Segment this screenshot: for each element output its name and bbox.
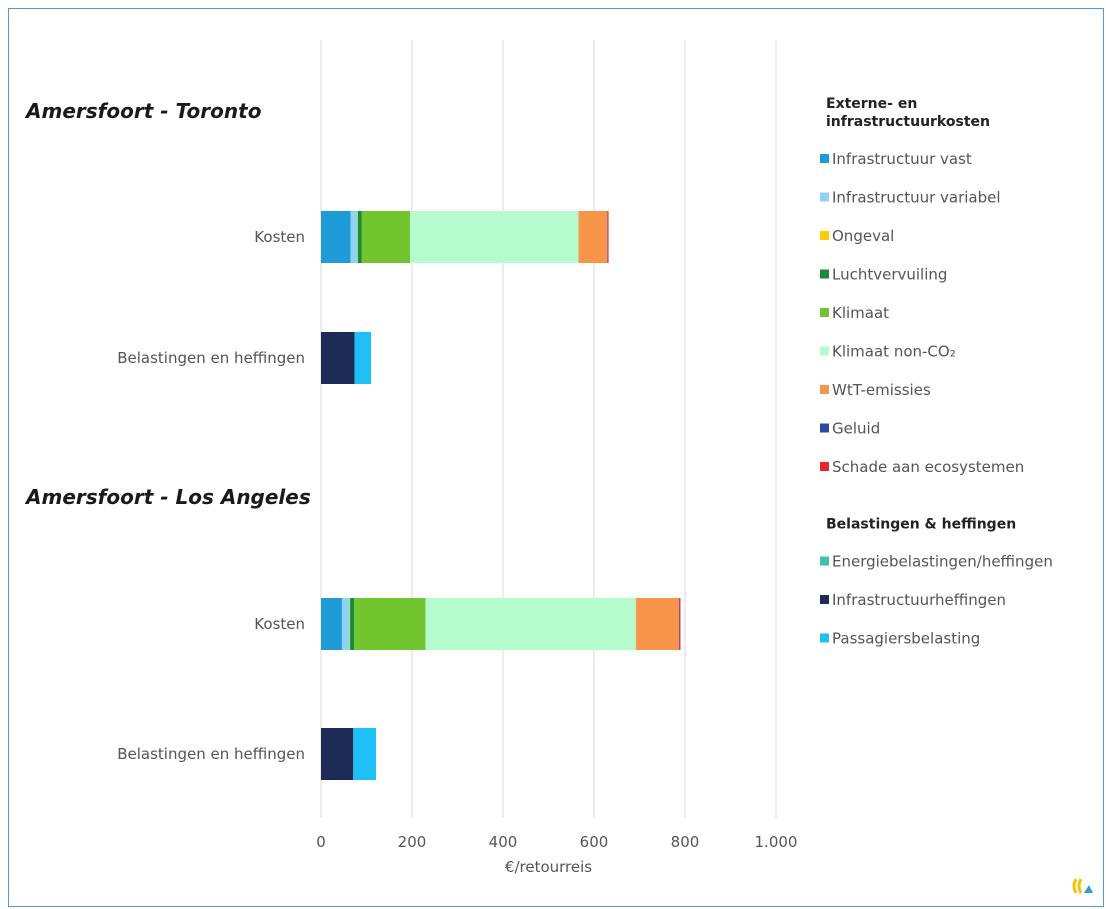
bar-segment-wtt-emissies bbox=[578, 211, 608, 263]
legend-swatch-geluid bbox=[820, 423, 829, 433]
legend-header: Externe- en bbox=[826, 96, 917, 112]
legend-swatch-klimaat bbox=[820, 308, 829, 317]
group-title-amersfoort-toronto: Amersfoort - Toronto bbox=[24, 99, 262, 123]
legend-label-infrastructuur-variabel: Infrastructuur variabel bbox=[832, 189, 1001, 207]
bar-segment-infrastructuur-vast bbox=[321, 211, 351, 263]
x-tick-label: 1.000 bbox=[755, 833, 798, 851]
legend-swatch-wtt-emissies bbox=[820, 385, 829, 394]
chart-frame bbox=[8, 8, 1104, 907]
bar-segment-klimaat bbox=[361, 211, 411, 263]
legend-swatch-infrastructuur-vast bbox=[820, 154, 829, 163]
group-title-amersfoort-los-angeles: Amersfoort - Los Angeles bbox=[24, 485, 311, 509]
legend-label-energiebelastingen-heffingen: Energiebelastingen/heffingen bbox=[832, 553, 1053, 571]
x-tick-label: 200 bbox=[398, 833, 427, 851]
legend-label-luchtvervuiling: Luchtvervuiling bbox=[832, 266, 947, 284]
legend-swatch-luchtvervuiling bbox=[820, 269, 829, 279]
bar-segment-luchtvervuiling bbox=[357, 211, 362, 263]
x-tick-label: 800 bbox=[671, 833, 700, 851]
legend-swatch-infrastructuurheffingen bbox=[820, 595, 829, 604]
x-tick-label: 0 bbox=[316, 833, 326, 851]
bar-segment-klimaat-non-co bbox=[425, 598, 636, 650]
x-tick-label: 400 bbox=[489, 833, 518, 851]
bar-segment-infrastructuur-vast bbox=[321, 598, 342, 650]
bar-segment-luchtvervuiling bbox=[350, 598, 355, 650]
category-label: Kosten bbox=[254, 615, 305, 633]
legend-label-klimaat: Klimaat bbox=[832, 304, 889, 322]
legend-swatch-passagiersbelasting bbox=[820, 633, 829, 643]
legend-swatch-klimaat-non-co bbox=[820, 346, 829, 356]
legend-label-wtt-emissies: WtT-emissies bbox=[832, 381, 931, 399]
ce-delft-logo-icon bbox=[1072, 878, 1093, 894]
bar-segment-wtt-emissies bbox=[635, 598, 680, 650]
bar-segment-klimaat-non-co bbox=[410, 211, 579, 263]
legend-swatch-energiebelastingen-heffingen bbox=[820, 556, 829, 566]
legend-label-infrastructuurheffingen: Infrastructuurheffingen bbox=[832, 591, 1006, 609]
legend-swatch-ongeval bbox=[820, 231, 829, 240]
bar-segment-klimaat bbox=[354, 598, 426, 650]
bar-segment-passagiersbelasting bbox=[354, 332, 372, 384]
x-axis-title: €/retourreis bbox=[505, 858, 592, 876]
legend-header: Belastingen & heffingen bbox=[826, 517, 1016, 533]
bar-segment-infrastructuurheffingen bbox=[321, 728, 354, 780]
legend-label-ongeval: Ongeval bbox=[832, 227, 894, 245]
legend-label-passagiersbelasting: Passagiersbelasting bbox=[832, 630, 980, 648]
bar-segment-schade-aan-ecosystemen bbox=[607, 211, 609, 263]
category-label: Kosten bbox=[254, 228, 305, 246]
x-tick-label: 600 bbox=[580, 833, 609, 851]
category-label: Belastingen en heffingen bbox=[117, 349, 305, 367]
category-label: Belastingen en heffingen bbox=[117, 745, 305, 763]
bar-segment-infrastructuur-variabel bbox=[341, 598, 350, 650]
bar-segment-passagiersbelasting bbox=[353, 728, 377, 780]
bar-segment-schade-aan-ecosystemen bbox=[679, 598, 681, 650]
legend-label-geluid: Geluid bbox=[832, 420, 880, 438]
bar-segment-infrastructuur-variabel bbox=[350, 211, 358, 263]
legend-label-infrastructuur-vast: Infrastructuur vast bbox=[832, 150, 972, 168]
legend-header: infrastructuurkosten bbox=[826, 114, 990, 130]
legend-label-schade-aan-ecosystemen: Schade aan ecosystemen bbox=[832, 458, 1024, 476]
legend-label-klimaat-non-co: Klimaat non-CO₂ bbox=[832, 343, 956, 361]
legend-swatch-schade-aan-ecosystemen bbox=[820, 462, 829, 471]
bar-segment-infrastructuurheffingen bbox=[321, 332, 355, 384]
legend-swatch-infrastructuur-variabel bbox=[820, 192, 829, 202]
